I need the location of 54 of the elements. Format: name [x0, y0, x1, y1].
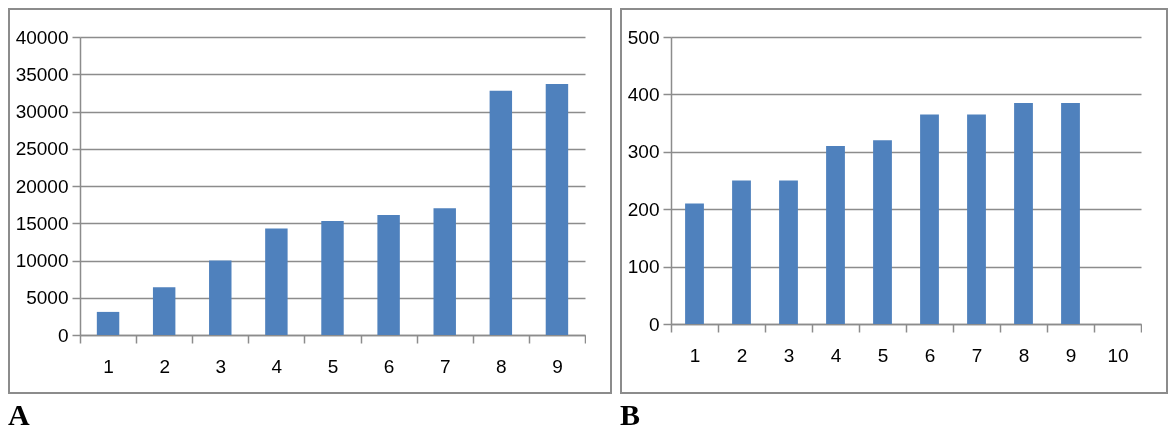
- bar: [377, 215, 400, 335]
- bar: [152, 287, 176, 335]
- bar: [826, 146, 845, 324]
- x-tick-label: 8: [1018, 344, 1030, 366]
- y-tick-label: 200: [627, 198, 660, 220]
- bar: [545, 83, 569, 335]
- x-tick-label: 5: [877, 344, 889, 366]
- bar: [920, 114, 939, 324]
- bar: [321, 221, 344, 335]
- x-tick-label: 7: [439, 355, 451, 377]
- bar: [489, 90, 513, 335]
- x-tick-label: 4: [830, 344, 842, 366]
- x-tick-label: 8: [496, 355, 507, 377]
- y-tick-label: 5000: [26, 287, 69, 309]
- x-tick-label: 7: [971, 344, 983, 366]
- bar: [967, 114, 986, 324]
- bar: [433, 208, 456, 335]
- x-tick-label: 5: [327, 355, 339, 377]
- bar: [1014, 103, 1033, 324]
- x-tick-label: 9: [1065, 344, 1077, 366]
- x-tick-label: 9: [552, 355, 563, 377]
- bar: [1061, 103, 1080, 324]
- y-tick-label: 0: [648, 313, 660, 335]
- y-tick-label: 25000: [15, 138, 69, 160]
- y-tick-label: 15000: [15, 212, 69, 234]
- y-tick-label: 35000: [15, 63, 69, 85]
- y-tick-label: 0: [57, 324, 69, 346]
- bar: [873, 140, 892, 324]
- bar: [685, 203, 704, 324]
- x-tick-label: 3: [783, 344, 795, 366]
- x-tick-label: 2: [159, 355, 170, 377]
- bar: [732, 180, 751, 324]
- bar: [96, 311, 120, 335]
- bar: [779, 180, 798, 324]
- y-tick-label: 30000: [15, 101, 69, 122]
- x-tick-label: 6: [383, 355, 395, 377]
- x-tick-label: 1: [103, 355, 114, 377]
- y-tick-label: 300: [627, 141, 660, 163]
- x-tick-label: 2: [736, 344, 748, 366]
- y-tick-label: 400: [627, 83, 660, 105]
- text: A: [8, 398, 31, 432]
- x-tick-label: 3: [215, 355, 227, 377]
- bar: [209, 260, 232, 335]
- x-tick-label: 6: [924, 344, 936, 366]
- y-tick-label: 40000: [15, 26, 69, 48]
- y-tick-label: 100: [627, 256, 660, 278]
- y-tick-label: 10000: [15, 250, 69, 271]
- x-tick-label: 1: [689, 344, 701, 366]
- y-tick-label: 20000: [15, 175, 69, 197]
- bar: [265, 228, 288, 335]
- y-tick-label: 500: [627, 26, 660, 48]
- x-tick-label: 10: [1107, 344, 1129, 366]
- text: B: [620, 398, 641, 432]
- x-tick-label: 4: [271, 355, 283, 377]
